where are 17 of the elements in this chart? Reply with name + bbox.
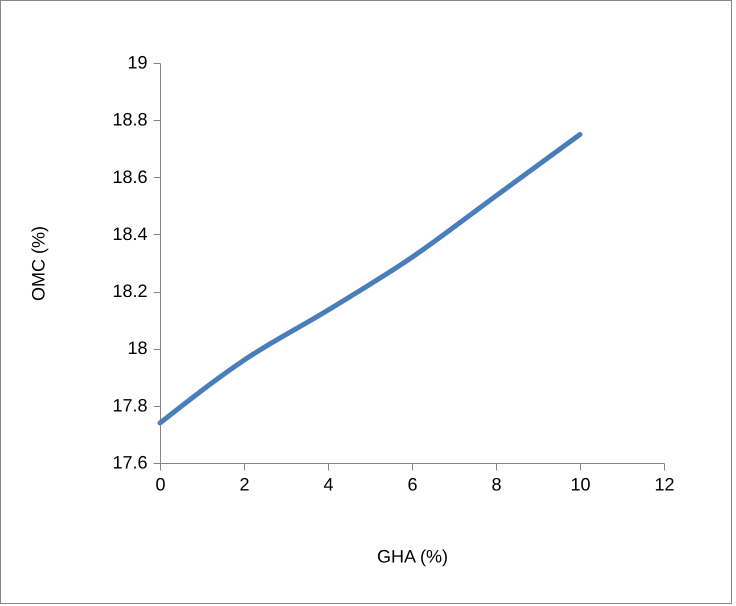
x-tick-label: 12 (654, 474, 675, 494)
y-tick-label: 18.2 (112, 281, 148, 302)
y-tick-label: 18.6 (112, 166, 148, 187)
y-tick-label: 18 (127, 338, 148, 358)
y-tick-label: 18.8 (112, 110, 148, 130)
y-tick-label: 18.4 (112, 224, 148, 244)
y-axis-title: OMC (%) (28, 226, 48, 301)
y-tick-label: 17.8 (112, 395, 148, 416)
x-tick-label: 10 (570, 474, 591, 494)
x-tick-label: 8 (491, 474, 502, 494)
x-tick-label: 2 (239, 474, 250, 494)
y-tick-label: 17.6 (112, 452, 148, 472)
x-tick-label: 6 (407, 474, 418, 494)
y-tick-label: 19 (127, 52, 148, 72)
x-axis-title: GHA (%) (376, 546, 448, 566)
x-tick-label: 4 (323, 474, 334, 494)
x-tick-label: 0 (155, 474, 166, 494)
